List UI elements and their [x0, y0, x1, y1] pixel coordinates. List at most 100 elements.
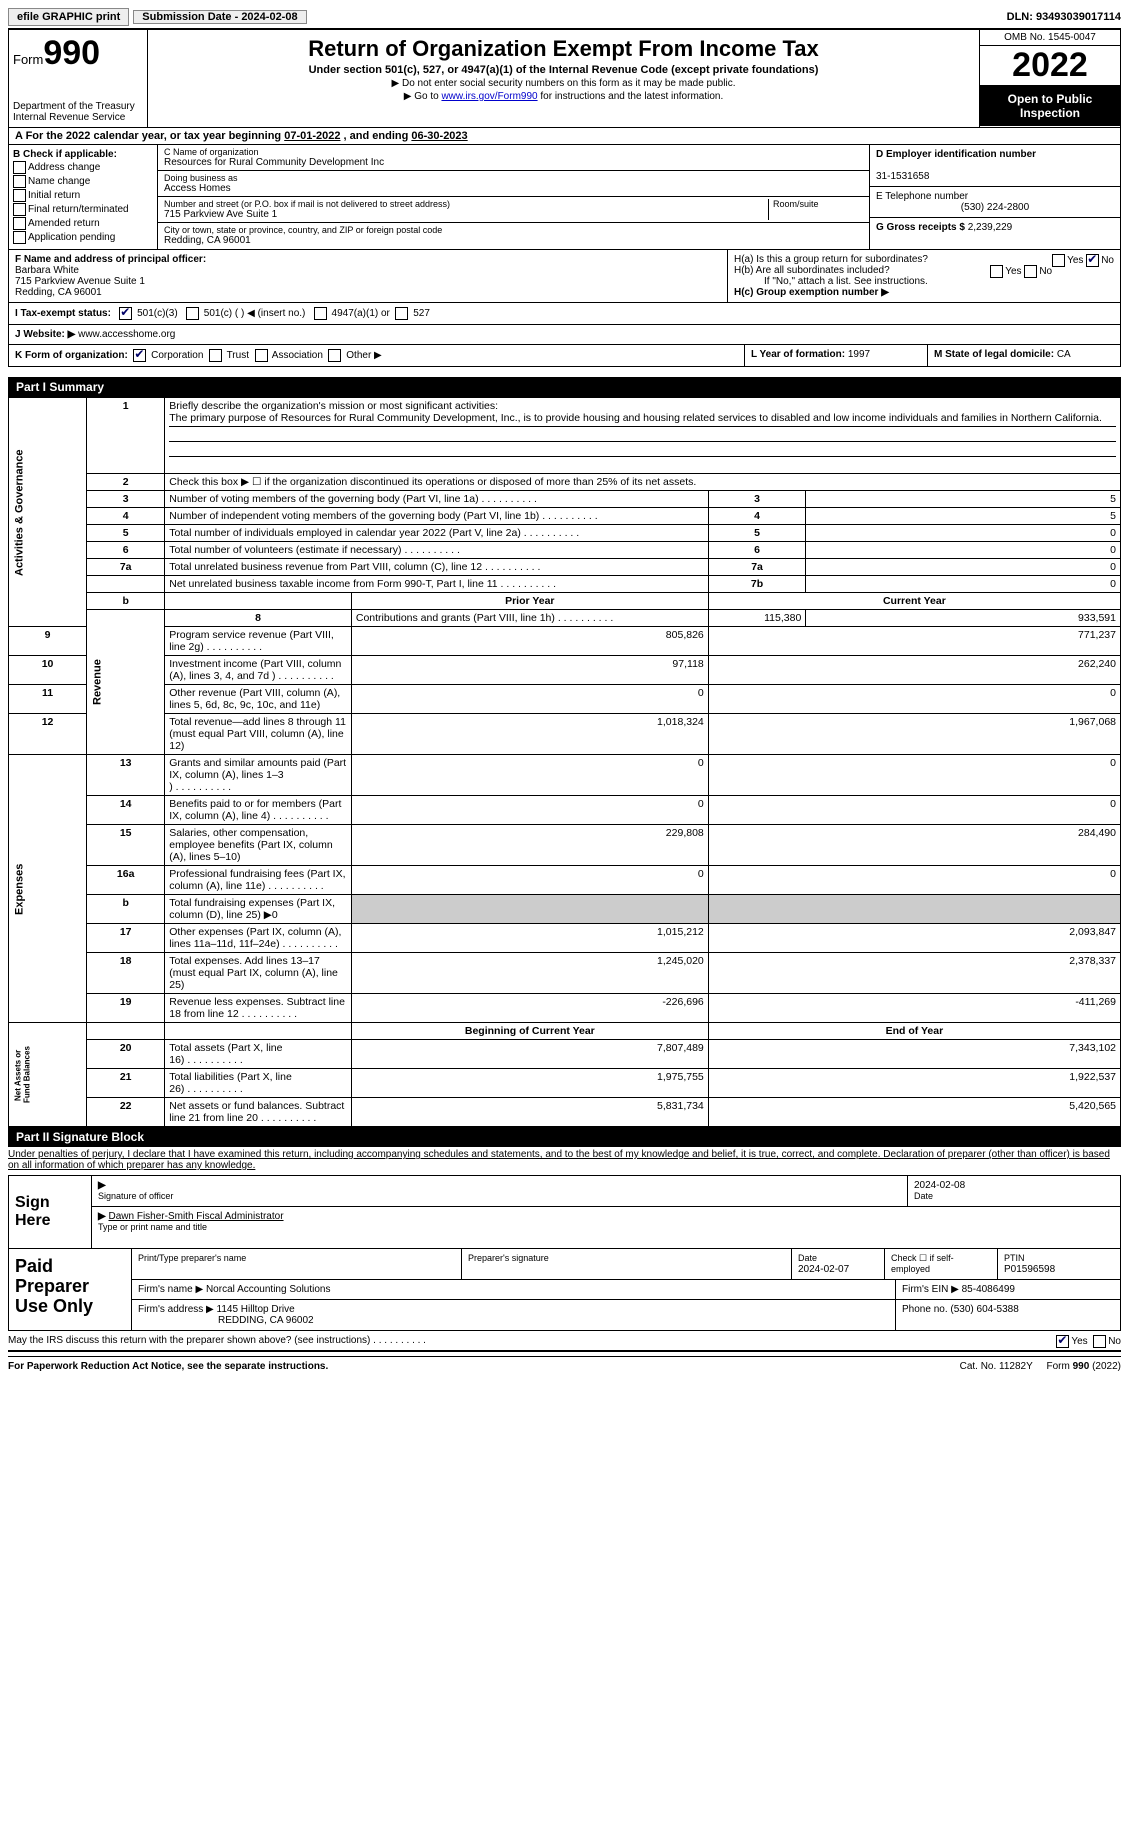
ha-yes[interactable] — [1052, 254, 1065, 267]
dba-label: Doing business as — [164, 173, 863, 183]
discuss-no[interactable] — [1093, 1335, 1106, 1348]
chk-address-change[interactable]: Address change — [13, 161, 153, 174]
chk-final-return[interactable]: Final return/terminated — [13, 203, 153, 216]
chk-other[interactable] — [328, 349, 341, 362]
g3n: 3 — [87, 491, 165, 508]
part1-header: Part I Summary — [8, 377, 1121, 397]
firm-name-label: Firm's name ▶ — [138, 1284, 203, 1295]
irs-link[interactable]: www.irs.gov/Form990 — [441, 91, 537, 102]
g5b: 5 — [708, 525, 806, 542]
header-right: OMB No. 1545-0047 2022 Open to Public In… — [979, 30, 1120, 127]
tab-netassets: Net Assets orFund Balances — [9, 1023, 87, 1127]
chk-initial-return[interactable]: Initial return — [13, 189, 153, 202]
paid-preparer-block: Paid Preparer Use Only Print/Type prepar… — [8, 1249, 1121, 1331]
omb-number: OMB No. 1545-0047 — [980, 30, 1120, 46]
r10n: 10 — [9, 656, 87, 685]
open-inspection: Open to Public Inspection — [980, 86, 1120, 126]
page-footer: For Paperwork Reduction Act Notice, see … — [8, 1356, 1121, 1376]
e13n: 13 — [87, 755, 165, 796]
efile-print-button[interactable]: efile GRAPHIC print — [8, 8, 129, 26]
note2-pre: ▶ Go to — [404, 91, 442, 102]
discuss-yes[interactable] — [1056, 1335, 1069, 1348]
e16acy: 0 — [708, 866, 1120, 895]
chk-name-change[interactable]: Name change — [13, 175, 153, 188]
chk-4947[interactable] — [314, 307, 327, 320]
chk-trust[interactable] — [209, 349, 222, 362]
prep-sig-label: Preparer's signature — [468, 1253, 549, 1263]
opt-501c: 501(c) ( ) ◀ (insert no.) — [204, 308, 306, 319]
g4b: 4 — [708, 508, 806, 525]
r12py: 1,018,324 — [351, 714, 708, 755]
gross: 2,239,229 — [968, 222, 1013, 233]
chk-assoc[interactable] — [255, 349, 268, 362]
line-a-pre: A For the 2022 calendar year, or tax yea… — [15, 130, 284, 142]
dba-name: Access Homes — [164, 183, 863, 194]
g3v: 5 — [806, 491, 1121, 508]
g6v: 0 — [806, 542, 1121, 559]
i-row: I Tax-exempt status: 501(c)(3) 501(c) ( … — [8, 303, 1121, 325]
e13t: Grants and similar amounts paid (Part IX… — [165, 755, 352, 796]
g7ab: 7a — [708, 559, 806, 576]
form-header: Form990 Department of the Treasury Inter… — [8, 29, 1121, 128]
note-link: ▶ Go to www.irs.gov/Form990 for instruct… — [156, 91, 971, 102]
n20t: Total assets (Part X, line 16) — [165, 1040, 352, 1069]
line-a-mid: , and ending — [344, 130, 412, 142]
officer-print-name: Dawn Fisher-Smith Fiscal Administrator — [108, 1211, 283, 1222]
g3b: 3 — [708, 491, 806, 508]
note-ssn: ▶ Do not enter social security numbers o… — [156, 78, 971, 89]
g5n: 5 — [87, 525, 165, 542]
chk-app-pending[interactable]: Application pending — [13, 231, 153, 244]
chk-501c[interactable] — [186, 307, 199, 320]
g6n: 6 — [87, 542, 165, 559]
e14t: Benefits paid to or for members (Part IX… — [165, 796, 352, 825]
h-block: H(a) Is this a group return for subordin… — [727, 250, 1120, 302]
chk-amended[interactable]: Amended return — [13, 217, 153, 230]
f-block: F Name and address of principal officer:… — [9, 250, 727, 302]
gross-label: G Gross receipts $ — [876, 222, 965, 233]
tab-expenses: Expenses — [9, 755, 87, 1023]
topbar: efile GRAPHIC print Submission Date - 20… — [8, 8, 1121, 29]
opt-corp: Corporation — [151, 350, 203, 361]
tab-activities: Activities & Governance — [9, 398, 87, 627]
header-mid: Return of Organization Exempt From Incom… — [148, 30, 979, 127]
opt-other: Other ▶ — [346, 350, 381, 361]
e18cy: 2,378,337 — [708, 953, 1120, 994]
g3t: Number of voting members of the governin… — [165, 491, 709, 508]
phone-label: Phone no. — [902, 1304, 948, 1315]
r12t: Total revenue—add lines 8 through 11 (mu… — [165, 714, 352, 755]
n22cy: 5,420,565 — [708, 1098, 1120, 1127]
r9cy: 771,237 — [708, 627, 1120, 656]
e13py: 0 — [351, 755, 708, 796]
klm-row: K Form of organization: Corporation Trus… — [8, 345, 1121, 367]
part1-table: Activities & Governance 1 Briefly descri… — [8, 397, 1121, 1127]
chk-corp[interactable] — [133, 349, 146, 362]
e19cy: -411,269 — [708, 994, 1120, 1023]
submission-date-button[interactable]: Submission Date - 2024-02-08 — [133, 10, 306, 24]
dln-label: DLN: 93493039017114 — [1007, 11, 1121, 23]
ptin: P01596598 — [1004, 1264, 1055, 1275]
opt-trust: Trust — [227, 350, 249, 361]
r8n: 8 — [165, 610, 352, 627]
e16bcy — [708, 895, 1120, 924]
firm-ein: 85-4086499 — [962, 1284, 1015, 1295]
phone: (530) 604-5388 — [950, 1304, 1018, 1315]
street-label: Number and street (or P.O. box if mail i… — [164, 199, 768, 209]
g5v: 0 — [806, 525, 1121, 542]
street: 715 Parkview Ave Suite 1 — [164, 209, 768, 220]
chk-527[interactable] — [395, 307, 408, 320]
e18t: Total expenses. Add lines 13–17 (must eq… — [165, 953, 352, 994]
n22t: Net assets or fund balances. Subtract li… — [165, 1098, 352, 1127]
sign-here-label: Sign Here — [9, 1176, 92, 1248]
state-label: M State of legal domicile: — [934, 349, 1054, 360]
website: www.accesshome.org — [78, 329, 175, 340]
hb-no[interactable] — [1024, 265, 1037, 278]
ha-no[interactable] — [1086, 254, 1099, 267]
e16bn: b — [87, 895, 165, 924]
chk-501c3[interactable] — [119, 307, 132, 320]
e14n: 14 — [87, 796, 165, 825]
e16bpy — [351, 895, 708, 924]
note2-post: for instructions and the latest informat… — [538, 91, 724, 102]
hb-yes[interactable] — [990, 265, 1003, 278]
r9py: 805,826 — [351, 627, 708, 656]
e15cy: 284,490 — [708, 825, 1120, 866]
